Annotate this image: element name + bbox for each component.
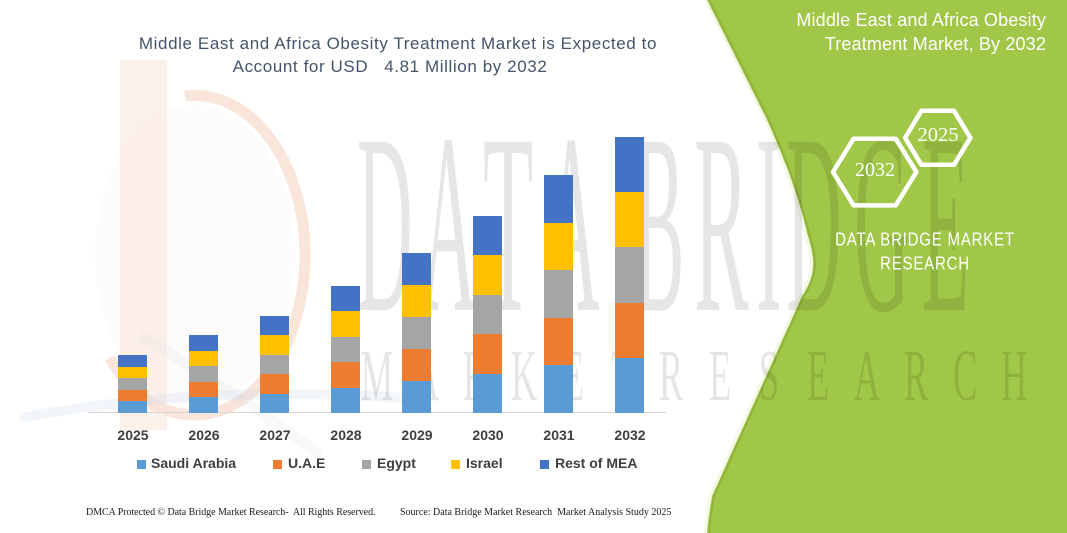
svg-text:C: C xyxy=(953,337,977,417)
svg-text:G: G xyxy=(854,82,910,366)
svg-text:A: A xyxy=(854,337,881,417)
svg-text:R: R xyxy=(659,337,684,417)
svg-text:E: E xyxy=(709,337,731,417)
svg-text:D: D xyxy=(786,82,842,366)
svg-text:I: I xyxy=(756,82,782,366)
svg-text:R: R xyxy=(904,337,929,417)
svg-text:H: H xyxy=(1001,337,1027,417)
svg-text:K: K xyxy=(511,337,538,417)
svg-text:E: E xyxy=(922,82,969,366)
svg-text:R: R xyxy=(694,82,749,366)
svg-text:E: E xyxy=(807,337,829,417)
svg-text:S: S xyxy=(759,337,779,417)
svg-text:M: M xyxy=(361,337,393,417)
